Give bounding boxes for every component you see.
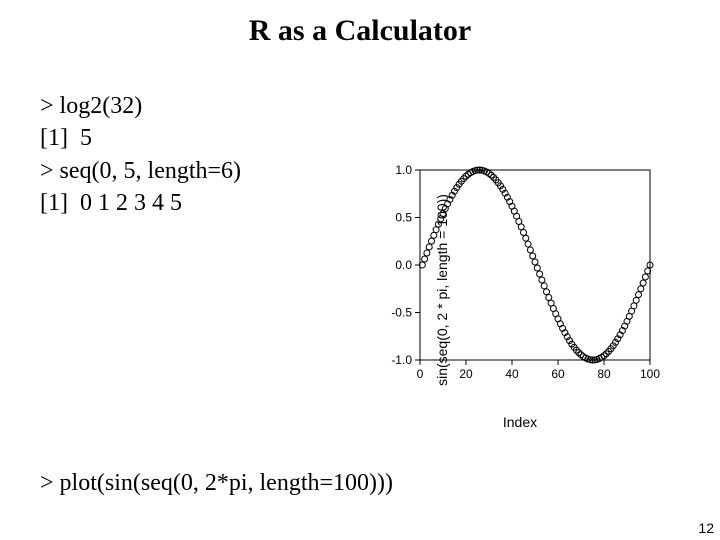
svg-text:0.5: 0.5 [395,211,412,225]
code-block: > log2(32) [1] 5 > seq(0, 5, length=6) [… [40,90,241,220]
svg-text:80: 80 [597,367,611,381]
code-line: > seq(0, 5, length=6) [40,155,241,187]
svg-text:0: 0 [417,367,424,381]
plot-container: sin(seq(0, 2 * pi, length = 100)) 0 20 40 6… [350,150,690,430]
svg-text:40: 40 [505,367,519,381]
svg-text:60: 60 [551,367,565,381]
svg-text:1.0: 1.0 [395,163,412,177]
svg-text:20: 20 [459,367,473,381]
svg-text:-0.5: -0.5 [391,306,412,320]
code-line: [1] 5 [40,122,241,154]
plot-ylabel: sin(seq(0, 2 * pi, length = 100)) [434,194,450,386]
svg-text:100: 100 [640,367,660,381]
code-line: > log2(32) [40,90,241,122]
bottom-code-line: > plot(sin(seq(0, 2*pi, length=100))) [40,470,393,497]
plot-xlabel: Index [350,414,690,430]
plot-svg: 0 20 40 60 80 100 -1.0 -0.5 0.0 0.5 1.0 [350,150,690,400]
slide-title: R as a Calculator [0,14,720,48]
page-number: 12 [698,520,714,536]
code-line: [1] 0 1 2 3 4 5 [40,187,241,219]
svg-text:-1.0: -1.0 [391,353,412,367]
slide: R as a Calculator > log2(32) [1] 5 > seq… [0,0,720,540]
svg-text:0.0: 0.0 [395,258,412,272]
